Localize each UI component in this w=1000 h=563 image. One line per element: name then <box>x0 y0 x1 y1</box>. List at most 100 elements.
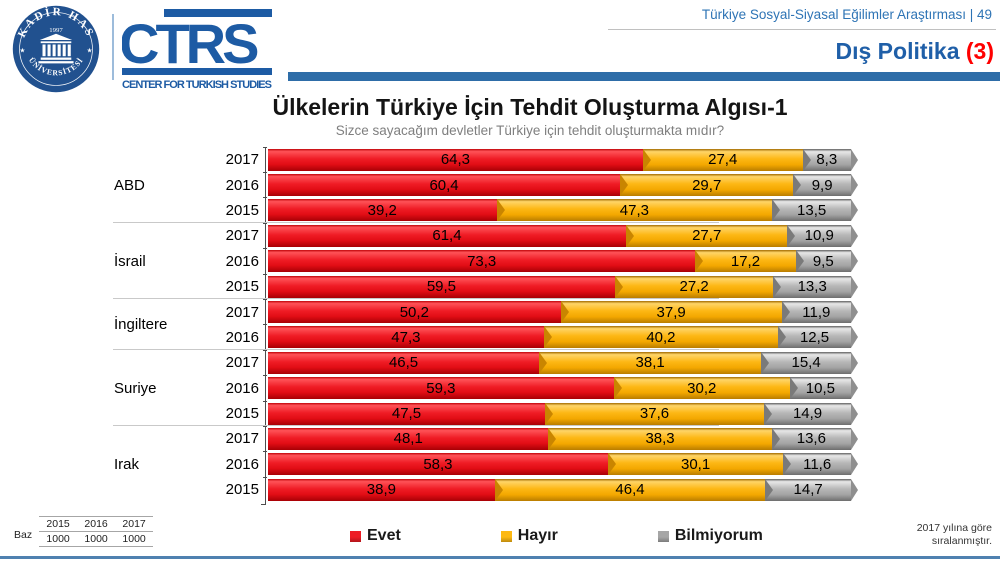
segment-value-label: 29,7 <box>692 176 722 194</box>
bar-row: 2017 61,4 27,7 10,9 <box>208 222 860 248</box>
segment-evet: 46,5 <box>268 351 540 374</box>
legend-item: Hayır <box>500 527 558 545</box>
year-label: 2016 <box>225 455 259 473</box>
segment-value-label: 8,3 <box>816 151 838 169</box>
year-label: 2017 <box>225 354 259 372</box>
segment-evet: 47,3 <box>268 326 544 349</box>
year-label: 2017 <box>225 227 259 245</box>
segment-value-label: 59,5 <box>426 278 457 296</box>
year-label: 2017 <box>225 430 259 448</box>
year-label: 2015 <box>225 278 259 296</box>
country-group: ABD 2017 64,3 27,4 8,3 2016 60,4 29,7 9,9 2015 39,… <box>112 146 860 224</box>
seal-year-text: 1997 <box>49 27 63 34</box>
year-label: 2016 <box>225 252 259 270</box>
segment-hayir: 38,3 <box>548 427 772 450</box>
segment-hayir: 27,7 <box>625 224 788 247</box>
legend-swatch <box>500 530 512 542</box>
segment-value-label: 37,9 <box>656 303 686 321</box>
segment-hayir: 30,2 <box>613 377 790 400</box>
segment-value-label: 17,2 <box>730 252 761 270</box>
segment-value-label: 10,9 <box>804 227 834 245</box>
year-label: 2015 <box>225 405 259 423</box>
segment-value-label: 47,5 <box>391 405 422 423</box>
segment-value-label: 13,6 <box>796 430 826 448</box>
seal-building-icon <box>38 33 74 64</box>
year-label: 2015 <box>225 201 259 219</box>
country-label: Suriye <box>114 379 157 397</box>
segment-value-label: 30,2 <box>687 379 717 397</box>
segment-value-label: 27,7 <box>692 227 722 245</box>
segment-evet: 60,4 <box>268 174 621 197</box>
bar-row: 2016 47,3 40,2 12,5 <box>208 324 860 350</box>
base-year: 2016 <box>77 517 116 532</box>
segment-value-label: 58,3 <box>423 455 453 473</box>
seal-circle <box>12 5 100 93</box>
segment-evet: 59,5 <box>268 275 615 298</box>
stacked-bar-chart: ABD 2017 64,3 27,4 8,3 2016 60,4 29,7 9,9 2015 39,… <box>112 146 860 505</box>
bar-row: 2017 48,1 38,3 13,6 <box>208 425 860 451</box>
segment-value-label: 38,1 <box>635 354 665 372</box>
seal-star-right-icon: ★ <box>87 48 93 55</box>
bar-row: 2017 64,3 27,4 8,3 <box>208 146 860 172</box>
segment-value-label: 13,5 <box>797 201 827 219</box>
segment-evet: 58,3 <box>268 453 608 476</box>
segment-bilmiyorum: 13,5 <box>772 199 858 222</box>
segment-value-label: 38,3 <box>645 430 675 448</box>
segment-value-label: 11,6 <box>803 455 832 473</box>
country-rows: 2017 50,2 37,9 11,9 2016 47,3 40,2 12,5 <box>208 299 860 350</box>
legend: Evet Hayır Bilmiyorum <box>350 527 763 545</box>
study-title: Türkiye Sosyal-Siyasal Eğilimler Araştır… <box>701 7 992 22</box>
country-rows: 2017 64,3 27,4 8,3 2016 60,4 29,7 9,9 2015 39,2 47… <box>208 146 860 223</box>
legend-label: Bilmiyorum <box>674 527 763 544</box>
ctrs-logo: CTRS CENTER FOR TURKISH STUDIES <box>119 6 274 94</box>
sort-footnote: 2017 yılına göre sıralanmıştır. <box>916 522 992 548</box>
legend-item: Evet <box>350 527 401 545</box>
base-year: 2015 <box>39 517 78 532</box>
segment-evet: 48,1 <box>268 427 549 450</box>
segment-bilmiyorum: 11,6 <box>783 453 858 476</box>
segment-hayir: 27,2 <box>614 275 774 298</box>
base-value: 1000 <box>84 533 108 545</box>
bar-track: 50,2 37,9 11,9 <box>263 299 859 324</box>
segment-value-label: 12,5 <box>799 328 830 346</box>
country-group: Suriye 2017 46,5 38,1 15,4 2016 59,3 30,2 10,5 20… <box>112 349 860 427</box>
legend-swatch <box>350 530 361 542</box>
country-rows: 2017 61,4 27,7 10,9 2016 73,3 17,2 9,5 2015 59,5 2… <box>208 222 860 299</box>
segment-value-label: 46,5 <box>388 354 419 372</box>
segment-value-label: 59,3 <box>426 379 456 397</box>
bar-row: 2015 38,9 46,4 14,7 <box>208 476 860 502</box>
category-axis <box>261 148 266 505</box>
base-value: 1000 <box>122 533 146 545</box>
bar-track: 59,5 27,2 13,3 <box>263 273 858 298</box>
country-rows: 2017 48,1 38,3 13,6 2016 58,3 30,1 11,6 2015 38,9… <box>208 425 860 502</box>
bar-track: 38,9 46,4 14,7 <box>263 476 858 501</box>
segment-evet: 39,2 <box>268 199 497 222</box>
segment-bilmiyorum: 11,9 <box>781 301 859 324</box>
bar-track: 39,2 47,3 13,5 <box>263 197 858 222</box>
segment-bilmiyorum: 13,3 <box>773 275 858 298</box>
segment-value-label: 48,1 <box>393 430 423 448</box>
bar-row: 2015 59,5 27,2 13,3 <box>208 273 860 299</box>
year-label: 2017 <box>225 151 259 169</box>
bar-track: 59,3 30,2 10,5 <box>263 375 859 400</box>
legend-label: Hayır <box>517 527 558 544</box>
segment-evet: 64,3 <box>268 148 643 171</box>
segment-value-label: 64,3 <box>440 151 471 169</box>
header-accent-bar <box>288 72 1000 81</box>
section-title-text: Dış Politika <box>835 38 960 64</box>
bar-row: 2015 47,5 37,6 14,9 <box>208 400 860 426</box>
segment-value-label: 9,9 <box>811 176 833 194</box>
segment-hayir: 40,2 <box>543 326 779 349</box>
kadir-has-university-seal: KADİR HAS 1997 ★ ★ ÜNİVERSİTESİ <box>12 5 100 93</box>
segment-evet: 73,3 <box>268 250 696 273</box>
legend-swatch <box>657 530 669 542</box>
segment-value-label: 38,9 <box>366 481 396 499</box>
bar-row: 2016 60,4 29,7 9,9 <box>208 172 860 197</box>
segment-evet: 61,4 <box>268 224 626 247</box>
segment-bilmiyorum: 14,9 <box>764 402 858 425</box>
segment-bilmiyorum: 10,5 <box>789 377 859 400</box>
segment-bilmiyorum: 14,7 <box>765 478 858 501</box>
segment-bilmiyorum: 10,9 <box>787 224 858 247</box>
bar-track: 46,5 38,1 15,4 <box>263 349 858 374</box>
